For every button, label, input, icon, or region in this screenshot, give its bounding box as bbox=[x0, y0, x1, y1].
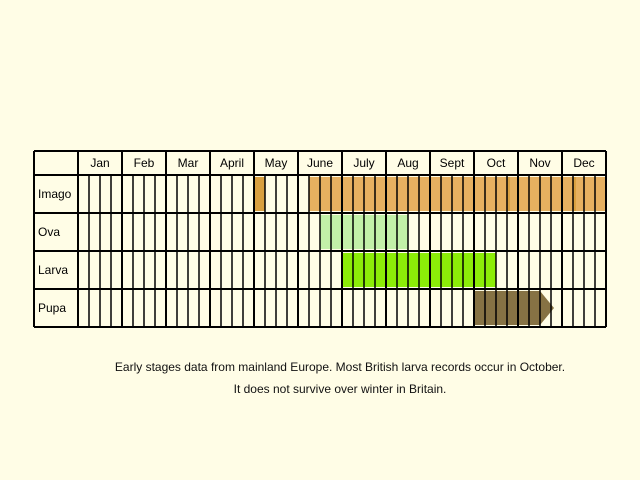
imago-accent-0 bbox=[507, 177, 510, 211]
imago-band-0 bbox=[254, 177, 265, 211]
month-label-nov: Nov bbox=[529, 156, 550, 170]
imago-band-1 bbox=[309, 177, 606, 211]
month-label-june: June bbox=[307, 156, 333, 170]
caption-line-1: Early stages data from mainland Europe. … bbox=[114, 360, 566, 374]
imago-accent-1 bbox=[573, 177, 576, 211]
month-label-feb: Feb bbox=[134, 156, 155, 170]
caption-line-2: It does not survive over winter in Brita… bbox=[233, 382, 447, 396]
month-label-mar: Mar bbox=[178, 156, 199, 170]
stage-label-imago: Imago bbox=[38, 187, 72, 201]
month-label-april: April bbox=[220, 156, 244, 170]
month-label-jan: Jan bbox=[90, 156, 109, 170]
pupa-band-0 bbox=[474, 291, 554, 325]
stage-label-ova: Ova bbox=[38, 225, 60, 239]
month-label-dec: Dec bbox=[573, 156, 594, 170]
stage-label-larva: Larva bbox=[38, 263, 68, 277]
month-label-july: July bbox=[353, 156, 374, 170]
month-label-sept: Sept bbox=[440, 156, 465, 170]
month-label-aug: Aug bbox=[397, 156, 418, 170]
stage-label-pupa: Pupa bbox=[38, 301, 66, 315]
month-label-may: May bbox=[265, 156, 288, 170]
month-label-oct: Oct bbox=[487, 156, 506, 170]
